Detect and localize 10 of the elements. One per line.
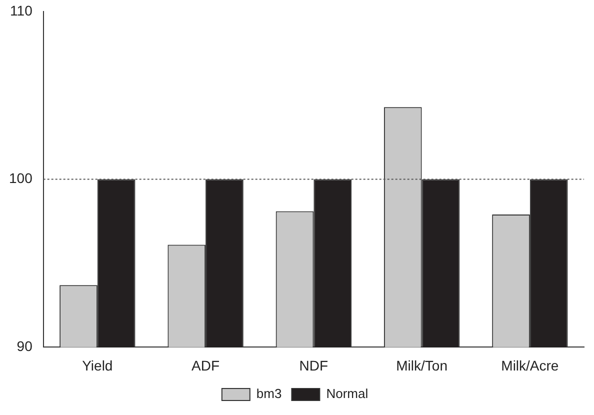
y-tick-label: 110 <box>10 2 33 18</box>
x-tick-label: Milk/Acre <box>501 357 559 374</box>
x-tick-label: NDF <box>299 357 328 374</box>
x-tick-label: ADF <box>192 357 220 374</box>
x-tick-label: Milk/Ton <box>396 357 448 374</box>
x-tick-label: Yield <box>82 357 113 374</box>
legend-label: bm3 <box>256 386 282 402</box>
y-tick-label: 90 <box>16 338 33 354</box>
legend-label: Normal <box>326 386 368 402</box>
y-tick-label: 100 <box>9 170 33 186</box>
